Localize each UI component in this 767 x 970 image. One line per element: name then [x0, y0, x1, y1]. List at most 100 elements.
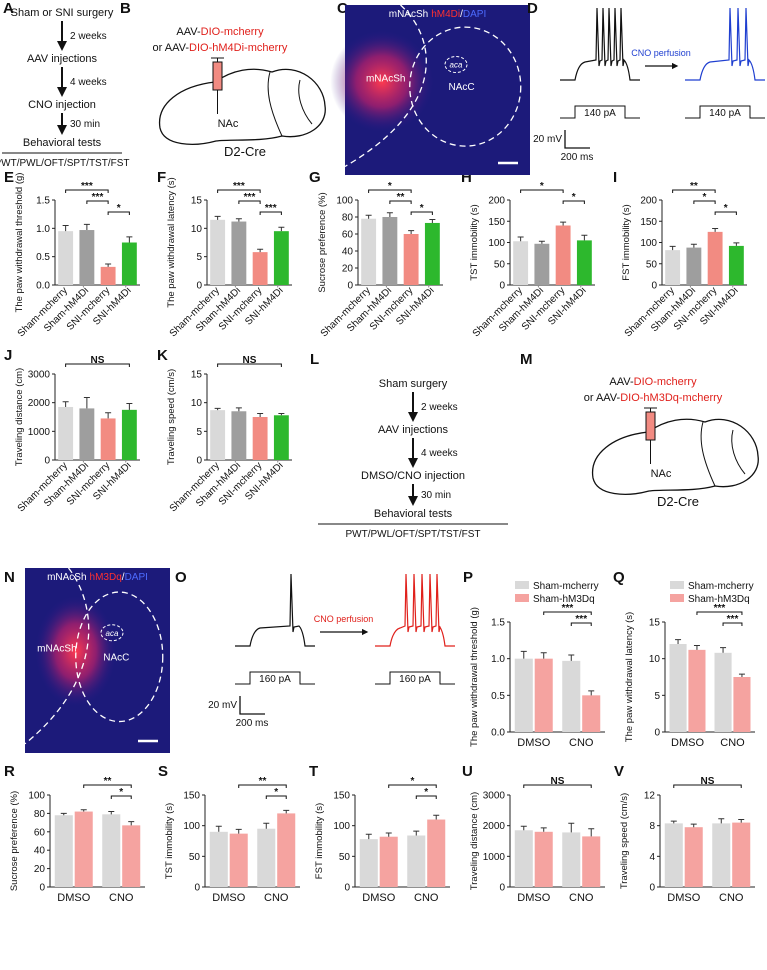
bar — [665, 250, 681, 285]
error-bar — [126, 403, 133, 410]
y-tick-label: 0 — [44, 456, 50, 467]
bar — [122, 825, 141, 887]
y-tick-label: 150 — [640, 217, 657, 228]
trace-after — [375, 573, 455, 647]
mouse-line: D2-Cre — [657, 494, 699, 509]
flow-step: CNO injection — [28, 99, 96, 111]
error-bar — [669, 245, 676, 251]
panel-letter: K — [157, 347, 168, 364]
y-tick-label: 60 — [342, 230, 354, 241]
bar — [273, 231, 289, 285]
significance-label: * — [572, 192, 576, 203]
significance-bracket — [410, 211, 433, 215]
flow-interval: 4 weeks — [421, 448, 458, 459]
bar — [534, 658, 553, 732]
error-bar — [712, 227, 719, 232]
y-tick-label: 100 — [640, 238, 657, 249]
y-axis-label: Traveling speed (cm/s) — [166, 369, 177, 465]
x-tick-label: DMSO — [57, 892, 90, 904]
bar — [582, 836, 601, 887]
error-bar — [588, 690, 595, 696]
y-axis-label: TST immobility (s) — [164, 803, 175, 879]
significance-label: NS — [551, 776, 565, 787]
y-tick-label: 0 — [39, 883, 45, 894]
y-tick-label: 0.5 — [491, 691, 505, 702]
y-axis-label: FST immobility (s) — [314, 803, 325, 879]
x-tick-label: CNO — [264, 892, 289, 904]
scale-label: 200 ms — [236, 718, 269, 729]
y-axis-label: Sucrose preference (%) — [317, 192, 328, 292]
flow-step: DMSO/CNO injection — [361, 470, 465, 482]
error-bar — [126, 236, 133, 243]
x-tick-label: CNO — [569, 892, 594, 904]
x-tick-label: CNO — [109, 892, 134, 904]
panel-letter: P — [463, 569, 473, 586]
bar — [58, 231, 74, 285]
bar — [555, 225, 571, 285]
y-axis-label: The paw withdrawal threshold (g) — [14, 173, 25, 313]
error-bar — [278, 413, 285, 416]
bar — [688, 649, 706, 732]
y-tick-label: 0 — [196, 456, 202, 467]
x-tick-label: DMSO — [212, 892, 245, 904]
y-tick-label: 20 — [34, 864, 46, 875]
error-bar — [408, 230, 415, 234]
error-bar — [257, 248, 264, 253]
significance-bracket — [217, 189, 261, 193]
bar — [582, 695, 601, 732]
flow-step: Behavioral tests — [374, 508, 453, 520]
histology-signal — [35, 595, 117, 707]
significance-label: * — [424, 787, 428, 798]
legend-label: Sham-mcherry — [688, 581, 754, 592]
current-step — [375, 671, 455, 685]
significance-bracket — [722, 622, 743, 626]
y-tick-label: 8 — [649, 821, 655, 832]
region-boundary — [344, 4, 427, 168]
significance-bracket — [523, 784, 592, 788]
significance-label: *** — [244, 192, 256, 203]
significance-label: NS — [91, 355, 105, 366]
bar — [58, 406, 74, 460]
y-axis-label: Traveling distance (cm) — [14, 368, 25, 466]
x-tick-label: CNO — [569, 737, 594, 749]
error-bar — [670, 820, 677, 824]
panel-letter: R — [4, 763, 15, 780]
bar — [79, 230, 95, 285]
image-title-part: mNAcSh — [389, 9, 428, 20]
y-tick-label: 60 — [34, 827, 46, 838]
bar — [121, 242, 137, 285]
y-tick-label: 0.0 — [491, 728, 505, 739]
significance-bracket — [543, 611, 592, 615]
panel-letter: J — [4, 347, 12, 364]
y-tick-label: 50 — [494, 259, 506, 270]
y-tick-label: 0.5 — [36, 252, 50, 263]
y-tick-label: 1.5 — [36, 196, 50, 207]
significance-bracket — [562, 200, 585, 204]
aca-boundary — [444, 56, 468, 73]
significance-label: * — [388, 181, 392, 192]
panel-letter: T — [309, 763, 318, 780]
bar — [714, 652, 732, 732]
x-tick-label: DMSO — [517, 892, 550, 904]
bar — [257, 828, 276, 887]
y-tick-label: 4 — [649, 852, 655, 863]
aca-boundary — [100, 624, 124, 642]
vector-name: AAV-DIO-mcherry — [176, 26, 264, 38]
error-bar — [128, 821, 135, 826]
bar — [100, 266, 116, 285]
error-bar — [60, 812, 67, 816]
y-axis-label: The paw withdrawal threshold (g) — [469, 607, 480, 747]
y-tick-label: 2000 — [483, 821, 506, 832]
trace-after — [685, 7, 765, 81]
bar — [534, 243, 550, 285]
y-tick-label: 100 — [183, 821, 200, 832]
y-tick-label: 1000 — [483, 852, 506, 863]
vector-part: AAV- — [176, 26, 201, 38]
brain-detail — [267, 71, 313, 137]
bar — [664, 823, 683, 887]
y-tick-label: 5 — [196, 427, 202, 438]
vector-part: DIO-hM3Dq-mcherry — [620, 392, 723, 404]
significance-label: * — [540, 181, 544, 192]
vector-part: or AAV- — [584, 392, 621, 404]
